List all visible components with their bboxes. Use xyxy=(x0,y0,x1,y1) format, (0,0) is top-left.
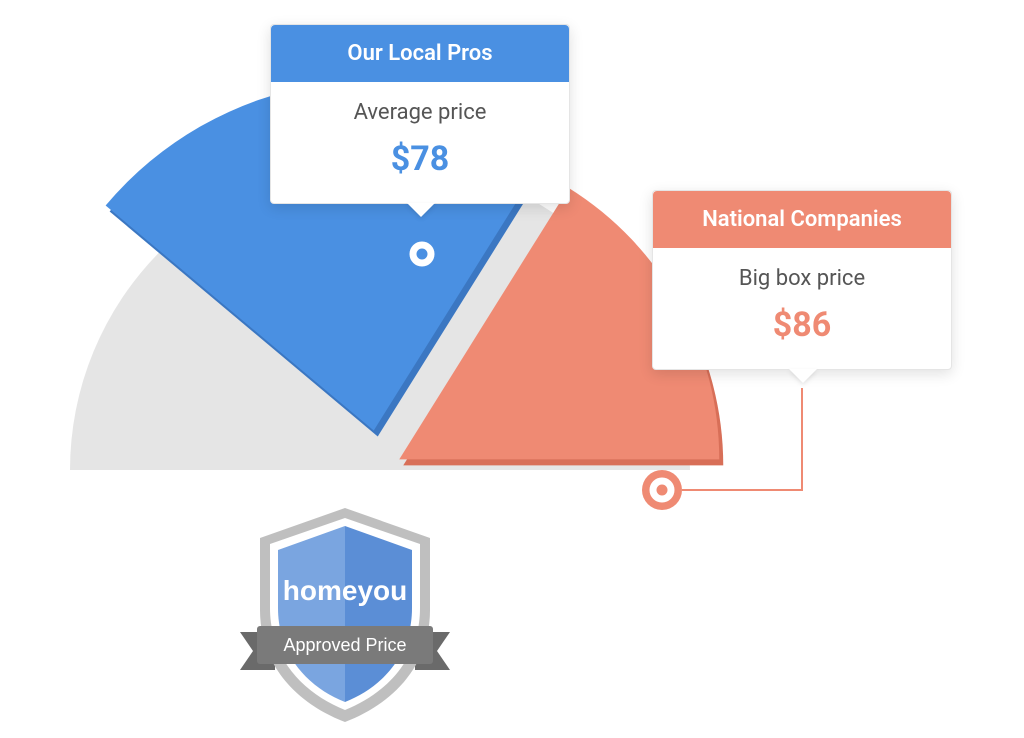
callout-national-price: $86 xyxy=(663,305,941,345)
callout-local-price: $78 xyxy=(281,139,559,179)
callout-national-subtitle: Big box price xyxy=(663,266,941,291)
badge-ribbon-text: Approved Price xyxy=(283,635,406,655)
callout-national-companies: National Companies Big box price $86 xyxy=(652,190,952,370)
callout-national-header: National Companies xyxy=(653,191,951,248)
callout-local-pros: Our Local Pros Average price $78 xyxy=(270,24,570,204)
callout-tail-icon xyxy=(789,369,817,383)
callout-local-subtitle: Average price xyxy=(281,100,559,125)
shield-icon: homeyou Approved Price xyxy=(235,500,455,730)
badge-brand-text: homeyou xyxy=(283,575,407,606)
callout-tail-icon xyxy=(407,203,435,217)
callout-local-header: Our Local Pros xyxy=(271,25,569,82)
approved-price-badge: homeyou Approved Price xyxy=(220,500,470,730)
